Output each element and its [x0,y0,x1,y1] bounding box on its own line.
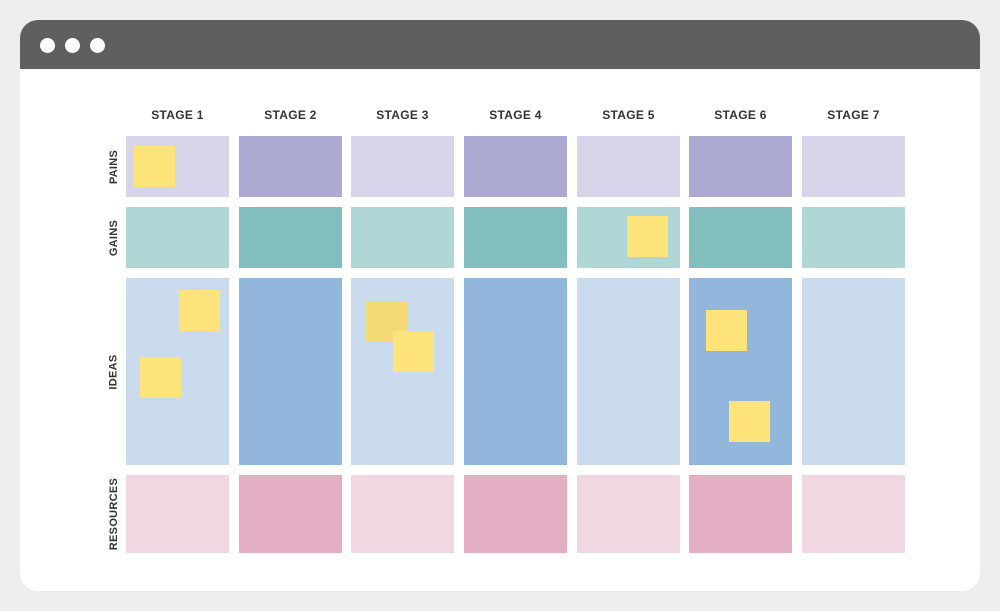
cell-gains-stage-1[interactable] [126,207,229,268]
cell-pains-stage-7[interactable] [802,136,905,197]
cell-pains-stage-5[interactable] [577,136,680,197]
stage-header-3: STAGE 3 [376,108,429,122]
cell-resources-stage-1[interactable] [126,475,229,553]
stage-header-4: STAGE 4 [489,108,542,122]
row-label-gains: GAINS [105,207,123,268]
sticky-note[interactable] [706,310,747,351]
cell-gains-stage-6[interactable] [689,207,792,268]
stage-header-1: STAGE 1 [151,108,204,122]
window-control-dot-1[interactable] [40,38,55,53]
row-label-pains-text: PAINS [108,149,120,184]
cell-resources-stage-7[interactable] [802,475,905,553]
sticky-note[interactable] [140,357,181,398]
sticky-note[interactable] [627,216,668,257]
row-label-pains: PAINS [105,136,123,197]
cell-ideas-stage-4[interactable] [464,278,567,465]
window-titlebar [20,20,980,69]
cell-pains-stage-3[interactable] [351,136,454,197]
row-label-ideas-text: IDEAS [108,353,120,390]
cell-ideas-stage-2[interactable] [239,278,342,465]
row-label-gains-text: GAINS [108,219,120,256]
cell-gains-stage-2[interactable] [239,207,342,268]
cell-resources-stage-2[interactable] [239,475,342,553]
cell-gains-stage-3[interactable] [351,207,454,268]
cell-resources-stage-5[interactable] [577,475,680,553]
cell-gains-stage-4[interactable] [464,207,567,268]
cell-resources-stage-4[interactable] [464,475,567,553]
cell-ideas-stage-7[interactable] [802,278,905,465]
cell-gains-stage-7[interactable] [802,207,905,268]
window-control-dot-3[interactable] [90,38,105,53]
sticky-note[interactable] [729,401,770,442]
cell-pains-stage-4[interactable] [464,136,567,197]
cell-pains-stage-2[interactable] [239,136,342,197]
row-label-resources: RESOURCES [105,475,123,553]
sticky-note[interactable] [134,146,175,187]
cell-resources-stage-3[interactable] [351,475,454,553]
cell-pains-stage-6[interactable] [689,136,792,197]
app-window: STAGE 1 STAGE 2 STAGE 3 STAGE 4 STAGE 5 … [20,20,980,591]
stage-header-7: STAGE 7 [827,108,880,122]
cell-resources-stage-6[interactable] [689,475,792,553]
row-label-resources-text: RESOURCES [108,477,121,551]
window-control-dot-2[interactable] [65,38,80,53]
stage-header-5: STAGE 5 [602,108,655,122]
sticky-note[interactable] [393,331,434,372]
row-label-ideas: IDEAS [105,278,123,465]
stage-header-2: STAGE 2 [264,108,317,122]
cell-ideas-stage-5[interactable] [577,278,680,465]
stage-header-6: STAGE 6 [714,108,767,122]
sticky-note[interactable] [179,290,220,331]
